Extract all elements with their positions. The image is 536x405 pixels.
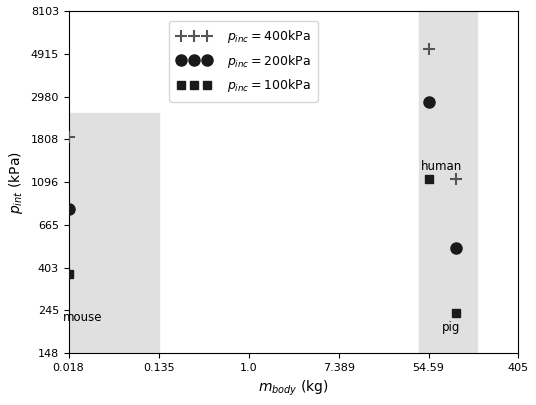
Bar bbox=[419, 11, 441, 354]
Text: mouse: mouse bbox=[63, 311, 102, 324]
Bar bbox=[441, 11, 477, 354]
Legend: $p_{inc} = 400$kPa, $p_{inc} = 200$kPa, $p_{inc} = 100$kPa: $p_{inc} = 400$kPa, $p_{inc} = 200$kPa, … bbox=[169, 21, 318, 102]
Y-axis label: $p_{int}$ (kPa): $p_{int}$ (kPa) bbox=[7, 151, 25, 213]
Text: human: human bbox=[421, 160, 462, 173]
X-axis label: $m_{body}$ (kg): $m_{body}$ (kg) bbox=[258, 379, 329, 398]
Text: pig: pig bbox=[442, 322, 460, 335]
Bar bbox=[62, 113, 159, 354]
